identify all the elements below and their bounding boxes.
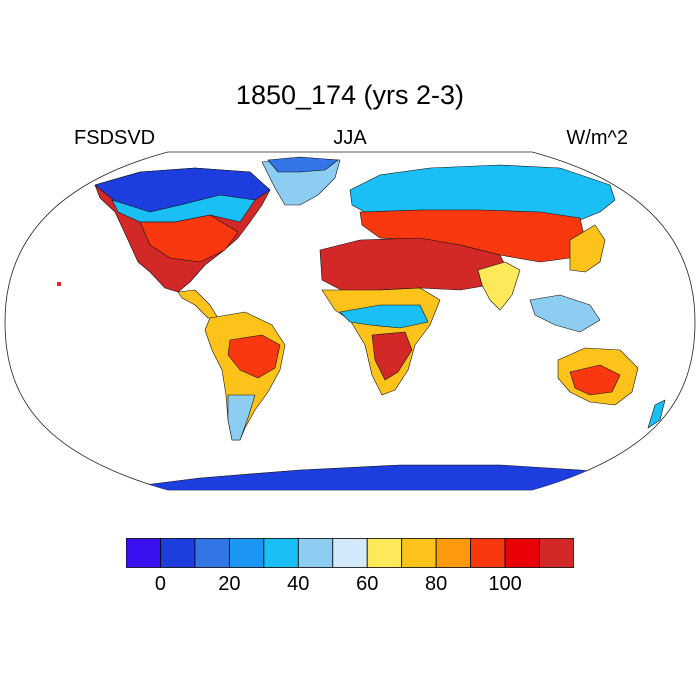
- australia-core: [569, 364, 621, 396]
- colorbar-cell: [332, 538, 368, 568]
- colorbar-cell: [126, 538, 161, 568]
- colorbar-tick-label: 20: [218, 573, 241, 595]
- colorbar-tick-label: 80: [425, 573, 448, 595]
- season-label: JJA: [333, 127, 367, 149]
- colorbar-cell: [366, 538, 403, 568]
- hawaii-island: [57, 282, 61, 286]
- world-map: [4, 151, 696, 491]
- colorbar-cell: [228, 538, 265, 568]
- colorbar-tick-label: 0: [154, 573, 167, 595]
- antarctica: [109, 464, 691, 490]
- colorbar-cell: [504, 538, 540, 568]
- colorbar-cell: [263, 538, 299, 568]
- south-america-south: [227, 394, 256, 441]
- north-america-midwest: [139, 214, 239, 263]
- colorbar-cell: [539, 538, 574, 568]
- variable-label: FSDSVD: [74, 127, 156, 149]
- colorbar-cell: [401, 538, 437, 568]
- east-asia: [569, 224, 606, 273]
- southeast-asia: [529, 294, 601, 333]
- colorbar-cell: [297, 538, 334, 568]
- colorbar-cell: [194, 538, 230, 568]
- colorbar-tick-label: 40: [287, 573, 310, 595]
- colorbar-tick-label: 60: [356, 573, 379, 595]
- colorbar-tick-label: 100: [488, 573, 522, 595]
- plot-title: 1850_174 (yrs 2-3): [235, 80, 465, 110]
- africa-equator: [339, 304, 429, 329]
- colorbar-cell: [435, 538, 472, 568]
- units-label: W/m^2: [566, 127, 628, 149]
- greenland-north: [267, 156, 339, 173]
- new-zealand: [647, 399, 666, 429]
- colorbar: [126, 538, 574, 568]
- india: [477, 261, 521, 311]
- colorbar-cell: [160, 538, 196, 568]
- north-america-canada: [111, 194, 256, 223]
- africa-core: [371, 331, 413, 381]
- europe-asia-mid: [359, 209, 586, 263]
- colorbar-cell: [470, 538, 506, 568]
- south-america-core: [227, 334, 281, 379]
